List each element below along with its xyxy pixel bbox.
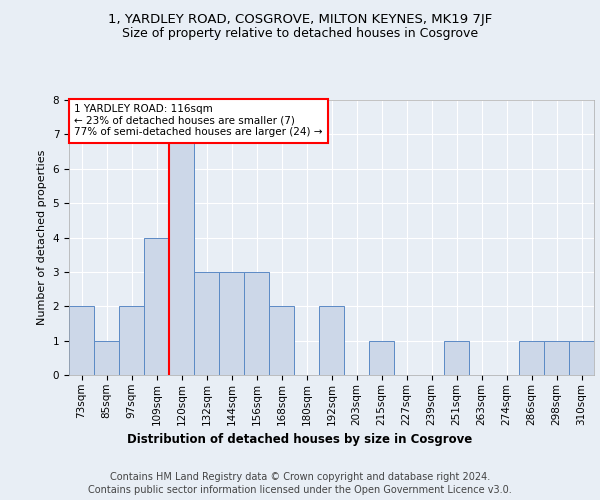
Text: Distribution of detached houses by size in Cosgrove: Distribution of detached houses by size …: [127, 432, 473, 446]
Bar: [144, 238, 169, 375]
Y-axis label: Number of detached properties: Number of detached properties: [37, 150, 47, 325]
Bar: [444, 340, 469, 375]
Bar: [269, 306, 294, 375]
Text: 1 YARDLEY ROAD: 116sqm
← 23% of detached houses are smaller (7)
77% of semi-deta: 1 YARDLEY ROAD: 116sqm ← 23% of detached…: [74, 104, 323, 138]
Bar: [569, 340, 594, 375]
Bar: [244, 272, 269, 375]
Text: Contains public sector information licensed under the Open Government Licence v3: Contains public sector information licen…: [88, 485, 512, 495]
Bar: [519, 340, 544, 375]
Bar: [119, 306, 144, 375]
Bar: [169, 134, 194, 375]
Bar: [544, 340, 569, 375]
Bar: [94, 340, 119, 375]
Text: Size of property relative to detached houses in Cosgrove: Size of property relative to detached ho…: [122, 28, 478, 40]
Text: 1, YARDLEY ROAD, COSGROVE, MILTON KEYNES, MK19 7JF: 1, YARDLEY ROAD, COSGROVE, MILTON KEYNES…: [108, 12, 492, 26]
Text: Contains HM Land Registry data © Crown copyright and database right 2024.: Contains HM Land Registry data © Crown c…: [110, 472, 490, 482]
Bar: [219, 272, 244, 375]
Bar: [319, 306, 344, 375]
Bar: [194, 272, 219, 375]
Bar: [69, 306, 94, 375]
Bar: [369, 340, 394, 375]
